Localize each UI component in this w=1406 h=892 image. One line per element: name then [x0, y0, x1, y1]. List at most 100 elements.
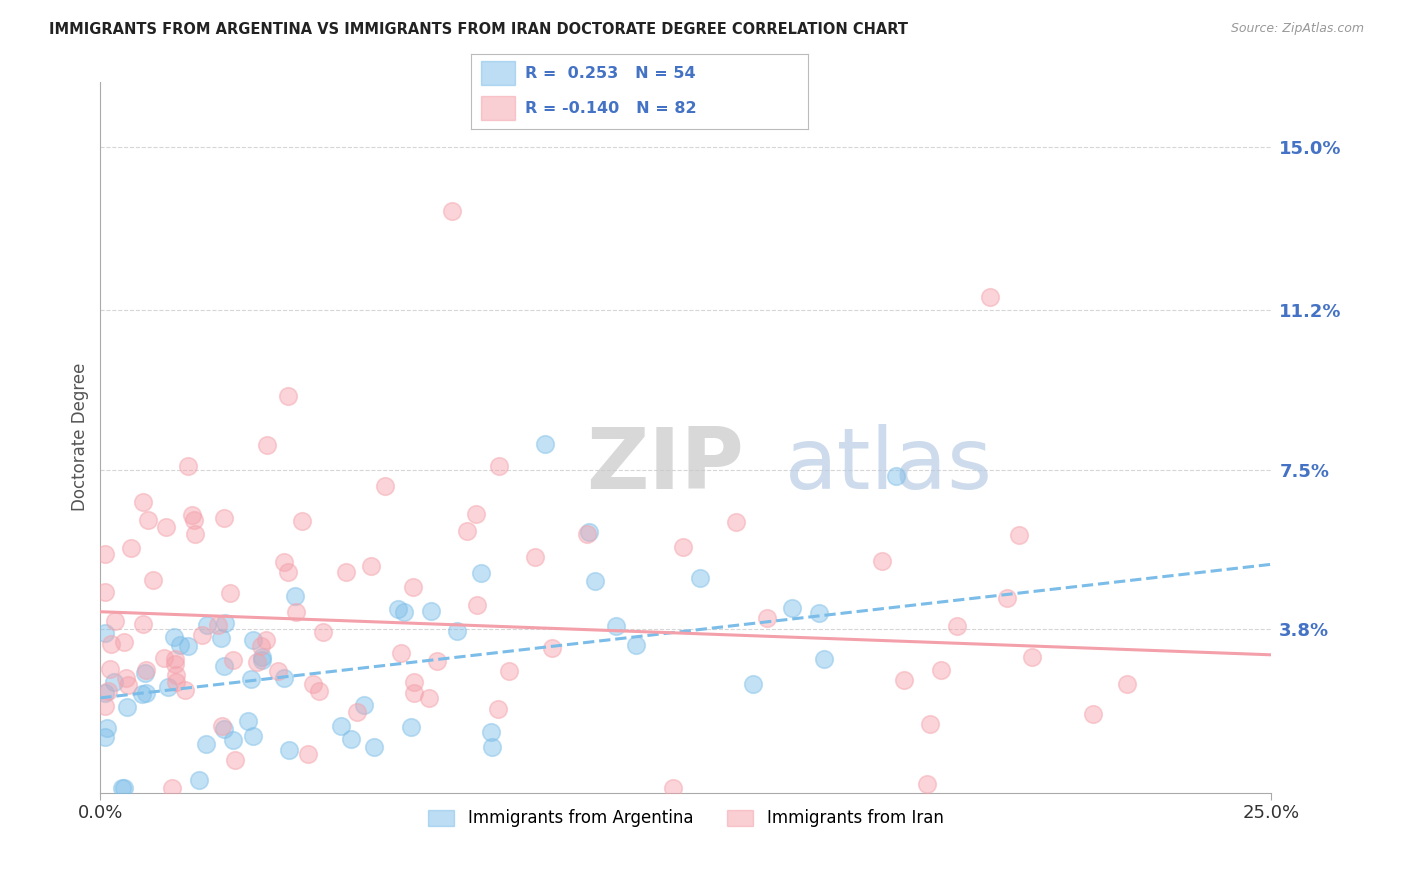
Point: [242, 632, 264, 647]
Point: [870, 554, 893, 568]
Point: [605, 618, 627, 632]
Point: [111, 781, 134, 796]
Point: [402, 580, 425, 594]
Point: [214, 659, 236, 673]
Point: [420, 604, 443, 618]
Text: R =  0.253   N = 54: R = 0.253 N = 54: [524, 66, 696, 81]
Point: [222, 653, 245, 667]
Point: [103, 674, 125, 689]
Point: [246, 655, 269, 669]
Point: [195, 737, 218, 751]
Point: [219, 585, 242, 599]
Point: [224, 753, 246, 767]
Point: [165, 674, 187, 689]
Point: [995, 591, 1018, 605]
Point: [165, 651, 187, 665]
Point: [291, 514, 314, 528]
Text: Source: ZipAtlas.com: Source: ZipAtlas.com: [1230, 22, 1364, 36]
Point: [576, 526, 599, 541]
Point: [278, 743, 301, 757]
Point: [755, 611, 778, 625]
Point: [214, 615, 236, 630]
Point: [114, 671, 136, 685]
Point: [181, 508, 204, 522]
Point: [1021, 649, 1043, 664]
Point: [112, 781, 135, 796]
Point: [465, 507, 488, 521]
Point: [96, 721, 118, 735]
Point: [162, 781, 184, 796]
Point: [169, 638, 191, 652]
Point: [277, 565, 299, 579]
Text: IMMIGRANTS FROM ARGENTINA VS IMMIGRANTS FROM IRAN DOCTORATE DEGREE CORRELATION C: IMMIGRANTS FROM ARGENTINA VS IMMIGRANTS …: [49, 22, 908, 37]
Point: [884, 469, 907, 483]
Point: [624, 638, 647, 652]
Point: [813, 652, 835, 666]
Point: [915, 776, 938, 790]
Text: R = -0.140   N = 82: R = -0.140 N = 82: [524, 101, 696, 116]
Point: [184, 527, 207, 541]
Point: [301, 676, 323, 690]
Point: [135, 664, 157, 678]
Point: [100, 637, 122, 651]
Point: [363, 739, 385, 754]
Point: [488, 458, 510, 473]
Point: [893, 673, 915, 687]
Point: [94, 625, 117, 640]
Point: [470, 566, 492, 580]
Point: [117, 677, 139, 691]
Point: [132, 616, 155, 631]
Point: [346, 705, 368, 719]
Point: [163, 631, 186, 645]
Point: [142, 573, 165, 587]
Point: [94, 686, 117, 700]
Point: [583, 574, 606, 588]
Point: [94, 547, 117, 561]
Point: [689, 571, 711, 585]
Point: [399, 720, 422, 734]
Point: [479, 725, 502, 739]
Point: [174, 683, 197, 698]
Point: [120, 541, 142, 555]
Point: [242, 729, 264, 743]
Point: [394, 605, 416, 619]
Point: [330, 719, 353, 733]
Point: [163, 657, 186, 671]
Point: [389, 647, 412, 661]
Point: [250, 652, 273, 666]
Point: [238, 714, 260, 728]
Point: [97, 684, 120, 698]
Point: [239, 673, 262, 687]
Point: [273, 672, 295, 686]
Point: [138, 513, 160, 527]
Point: [273, 555, 295, 569]
Point: [165, 667, 187, 681]
Point: [98, 662, 121, 676]
Point: [929, 663, 952, 677]
Point: [266, 664, 288, 678]
Point: [1115, 677, 1137, 691]
Point: [214, 722, 236, 736]
Bar: [481, 62, 515, 86]
Point: [153, 651, 176, 665]
Text: atlas: atlas: [785, 425, 993, 508]
Point: [187, 772, 209, 787]
Point: [661, 781, 683, 796]
Point: [191, 628, 214, 642]
Point: [183, 513, 205, 527]
Point: [426, 654, 449, 668]
Point: [104, 614, 127, 628]
Point: [486, 702, 509, 716]
Point: [672, 541, 695, 555]
Point: [578, 525, 600, 540]
Point: [360, 558, 382, 573]
Point: [134, 665, 156, 680]
Point: [404, 674, 426, 689]
Point: [207, 618, 229, 632]
Point: [94, 699, 117, 714]
Point: [1008, 527, 1031, 541]
Point: [780, 600, 803, 615]
Point: [946, 619, 969, 633]
Point: [284, 589, 307, 603]
Point: [387, 602, 409, 616]
